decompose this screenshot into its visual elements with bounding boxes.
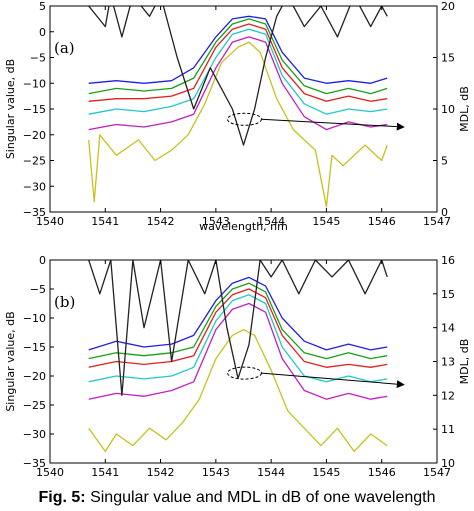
panel-a-y-tick-label-0: 0 xyxy=(39,26,46,39)
panel-a-series-line-1 xyxy=(88,15,388,84)
panel-a-y-tick-label-5: 5 xyxy=(39,0,46,13)
panel-b-series-line-1 xyxy=(88,276,388,351)
panel-a-x-tick-label-1546: 1546 xyxy=(368,215,396,228)
panel-b-y-tick-label--20: −20 xyxy=(23,370,46,383)
panel-a-x-tick-label-1547: 1547 xyxy=(423,215,451,228)
panel-a-annotation-ellipse xyxy=(227,112,262,126)
panel-a-y2-axis-label: MDL, dB xyxy=(458,86,471,132)
panel-a-series-line-3 xyxy=(88,23,388,102)
panel-a-x-tick-label-1543: 1543 xyxy=(202,215,230,228)
panel-b-y2-tick-label-13: 13 xyxy=(441,356,455,369)
panel-b-x-tick-label-1540: 1540 xyxy=(36,466,64,479)
panel-b-y-tick-label--15: −15 xyxy=(23,341,46,354)
panel-b-y-tick-label--10: −10 xyxy=(23,312,46,325)
panel-b-series-line-4 xyxy=(88,294,388,383)
panel-b-x-tick-label-1542: 1542 xyxy=(147,466,175,479)
panel-a-annotation-arrow xyxy=(261,118,405,131)
panel-a-x-tick-label-1542: 1542 xyxy=(147,215,175,228)
panel-a-y-tick-label--20: −20 xyxy=(23,129,46,142)
panel-b-x-tick-label-1543: 1543 xyxy=(202,466,230,479)
panel-b-series-group xyxy=(88,260,388,453)
panel-b-x-tick-label-1546: 1546 xyxy=(368,466,396,479)
caption-text: Singular value and MDL in dB of one wave… xyxy=(90,489,436,506)
panel-a-y-tick-label--30: −30 xyxy=(23,180,46,193)
panel-a-y2-tick-label-10: 10 xyxy=(441,103,455,116)
caption-prefix: Fig. 5: xyxy=(38,489,86,506)
panel-b-y2-tick-label-12: 12 xyxy=(441,389,455,402)
panel-a-x-tick-label-1540: 1540 xyxy=(36,215,64,228)
panel-b-series-line-5 xyxy=(88,302,388,400)
figure-caption: Fig. 5: Singular value and MDL in dB of … xyxy=(0,489,474,507)
panel-a-y-tick-label--15: −15 xyxy=(23,103,46,116)
panel-b-y2-tick-label-14: 14 xyxy=(441,322,455,335)
panel-b-y-tick-label--30: −30 xyxy=(23,428,46,441)
panel-b-annotation-arrow xyxy=(261,372,405,389)
panel-b-series-line-6 xyxy=(88,328,388,453)
panel-a-series-line-6 xyxy=(88,41,388,208)
panel-b-y-tick-label--5: −5 xyxy=(30,283,46,296)
panel-a-series-line-4 xyxy=(88,28,388,115)
panel-b-y-tick-label--35: −35 xyxy=(23,457,46,470)
panel-a-y2-tick-label-5: 5 xyxy=(441,155,448,168)
panel-b-x-tick-label-1544: 1544 xyxy=(257,466,285,479)
panel-b-series-line-2 xyxy=(88,282,388,360)
panel-a-series-line-2 xyxy=(88,18,388,95)
panel-a-series-line-7 xyxy=(88,6,388,146)
chart-panel-b: 1540 1541 1542 1543 1544 1545 1546 1547 0 −5 −10 −1… xyxy=(4,254,471,479)
panel-a-x-axis-label: wavelength, nm xyxy=(199,220,288,233)
panel-b-x-tick-label-1541: 1541 xyxy=(91,466,119,479)
panel-a-series-group xyxy=(88,6,388,208)
panel-a-y-tick-label--25: −25 xyxy=(23,155,46,168)
panel-b-series-line-3 xyxy=(88,288,388,368)
panel-a-y2-tick-label-15: 15 xyxy=(441,52,455,65)
panel-a-plot-frame xyxy=(49,5,438,213)
panel-b-y2-tick-label-15: 15 xyxy=(441,288,455,301)
panel-a-x-tick-label-1541: 1541 xyxy=(91,215,119,228)
panel-a-series-line-5 xyxy=(88,36,388,131)
panel-b-panel-label: (b) xyxy=(54,293,75,311)
panel-a-y2-tick-label-20: 20 xyxy=(441,0,455,13)
panel-b-x-tick-label-1547: 1547 xyxy=(423,466,451,479)
panel-b-y2-axis-label: MDL, dB xyxy=(458,339,471,385)
panel-b-series-line-7 xyxy=(88,260,388,396)
panel-b-y-tick-label-0: 0 xyxy=(39,254,46,267)
panel-b-y2-tick-label-10: 10 xyxy=(441,457,455,470)
panel-b-x-tick-label-1545: 1545 xyxy=(312,466,340,479)
panel-a-y-tick-label--35: −35 xyxy=(23,206,46,219)
panel-a-y2-tick-label-0: 0 xyxy=(441,206,448,219)
panel-a-y-tick-label--10: −10 xyxy=(23,77,46,90)
panel-a-panel-label: (a) xyxy=(54,39,75,57)
panel-b-y-axis-label: Singular value, dB xyxy=(4,311,17,411)
panel-a-y-axis-label: Singular value, dB xyxy=(4,59,17,159)
panel-b-y-tick-label--25: −25 xyxy=(23,399,46,412)
panel-b-annotation-ellipse xyxy=(227,366,262,380)
panel-a-x-tick-label-1544: 1544 xyxy=(257,215,285,228)
panel-a-x-tick-label-1545: 1545 xyxy=(312,215,340,228)
panel-b-y2-tick-label-16: 16 xyxy=(441,254,455,267)
chart-panel-a: 1540 1541 1542 1543 1544 1545 1546 1547 5 0 −5 −10 −… xyxy=(4,0,471,233)
panel-b-y2-tick-label-11: 11 xyxy=(441,423,455,436)
panel-a-y-tick-label--5: −5 xyxy=(30,52,46,65)
